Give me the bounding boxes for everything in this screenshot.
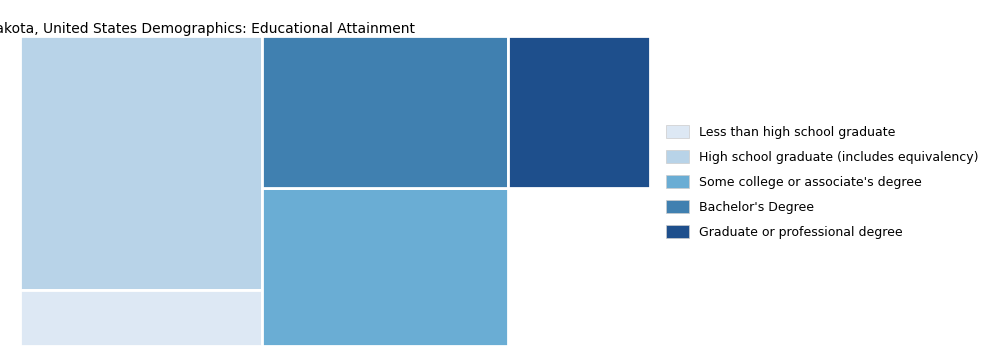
Legend: Less than high school graduate, High school graduate (includes equivalency), Som: Less than high school graduate, High sch…: [666, 126, 978, 238]
Bar: [262, 36, 508, 188]
Bar: [20, 290, 262, 346]
Bar: [262, 188, 508, 346]
Bar: [20, 36, 262, 290]
Bar: [508, 36, 650, 188]
Text: South Dakota, United States Demographics: Educational Attainment: South Dakota, United States Demographics…: [0, 22, 415, 36]
